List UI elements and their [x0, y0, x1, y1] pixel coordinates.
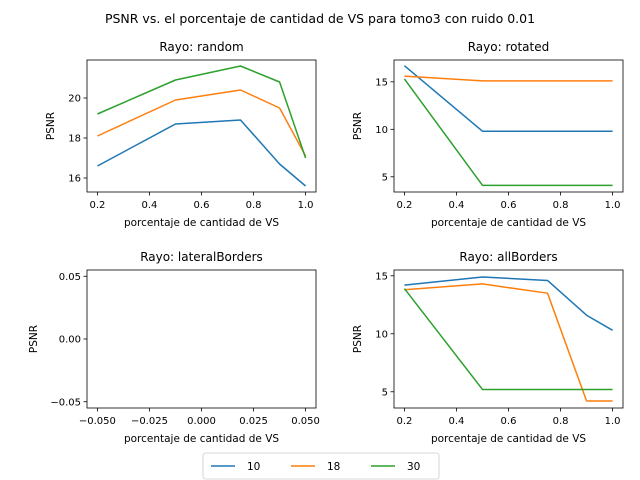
x-tick-label: 0.8 [246, 200, 262, 211]
y-tick-label: 10 [375, 125, 388, 136]
y-tick-label: 16 [68, 174, 81, 185]
subplot-4: 0.2 0.4 0.6 0.8 1.0 5 10 15 Rayo: allBorders porc… [352, 250, 624, 445]
y-tick-label: 15 [375, 77, 388, 88]
x-tick-label: 0.8 [553, 200, 569, 211]
x-tick-label: 0.2 [396, 200, 412, 211]
y-axis-label: PSNR [352, 325, 364, 353]
legend-entry-label: 18 [327, 461, 340, 473]
subplot-title: Rayo: lateralBorders [140, 250, 263, 264]
figure-title: PSNR vs. el porcentaje de cantidad de VS… [105, 11, 535, 26]
series-line-18 [97, 89, 307, 157]
x-tick-label: 0.4 [142, 200, 158, 211]
y-tick-label: 0.00 [59, 335, 81, 346]
subplot-3: −0.050 −0.025 0.000 0.025 0.050 −0.05 0.00 0.05… [28, 250, 320, 445]
x-axis-label: porcentaje de cantidad de VS [431, 217, 586, 229]
series-line-18 [404, 75, 613, 82]
subplot-title: Rayo: rotated [468, 40, 550, 54]
x-tick-label: 0.6 [194, 200, 210, 211]
x-tick-label: 1.0 [298, 200, 314, 211]
legend: 10 18 30 [202, 452, 440, 480]
y-tick-label: 5 [382, 387, 388, 398]
x-tick-label: 0.000 [187, 416, 216, 427]
x-tick-label: 0.050 [291, 416, 320, 427]
subplot-1: 0.2 0.4 0.6 0.8 1.0 16 18 20 Rayo: random porcent… [45, 40, 317, 229]
x-tick-label: 1.0 [605, 416, 621, 427]
series-line-30 [97, 65, 307, 159]
x-tick-label: 1.0 [605, 200, 621, 211]
series-line-10 [97, 119, 307, 187]
series-line-10 [404, 276, 613, 331]
y-tick-label: 20 [68, 94, 81, 105]
x-tick-label: −0.025 [131, 416, 168, 427]
x-axis-label: porcentaje de cantidad de VS [124, 217, 279, 229]
series-line-10 [403, 65, 613, 132]
y-tick-label: 10 [375, 329, 388, 340]
legend-entry-label: 10 [247, 461, 260, 473]
y-tick-label: 18 [68, 134, 81, 145]
x-tick-label: −0.050 [79, 416, 116, 427]
x-tick-label: 0.025 [239, 416, 268, 427]
x-tick-label: 0.6 [501, 200, 517, 211]
x-tick-label: 0.2 [396, 416, 412, 427]
legend-frame [202, 452, 440, 480]
subplot-title: Rayo: allBorders [459, 250, 557, 264]
x-tick-label: 0.2 [89, 200, 105, 211]
y-tick-label: 5 [382, 172, 388, 183]
series-line-18 [404, 283, 613, 402]
y-tick-label: 0.05 [59, 272, 81, 283]
x-tick-label: 0.8 [553, 416, 569, 427]
x-axis-label: porcentaje de cantidad de VS [431, 433, 586, 445]
legend-entry-label: 30 [407, 461, 420, 473]
x-tick-label: 0.4 [449, 200, 465, 211]
y-tick-label: 15 [375, 271, 388, 282]
series-line-30 [403, 288, 613, 391]
x-tick-label: 0.6 [501, 416, 517, 427]
series-line-30 [403, 78, 613, 187]
x-tick-label: 0.4 [449, 416, 465, 427]
y-axis-label: PSNR [28, 325, 40, 353]
subplot-title: Rayo: random [159, 40, 243, 54]
x-axis-label: porcentaje de cantidad de VS [124, 433, 279, 445]
y-axis-label: PSNR [352, 112, 364, 140]
y-tick-label: −0.05 [50, 397, 81, 408]
subplot-2: 0.2 0.4 0.6 0.8 1.0 5 10 15 Rayo: rotated porcent… [352, 40, 624, 229]
y-axis-label: PSNR [45, 112, 57, 140]
